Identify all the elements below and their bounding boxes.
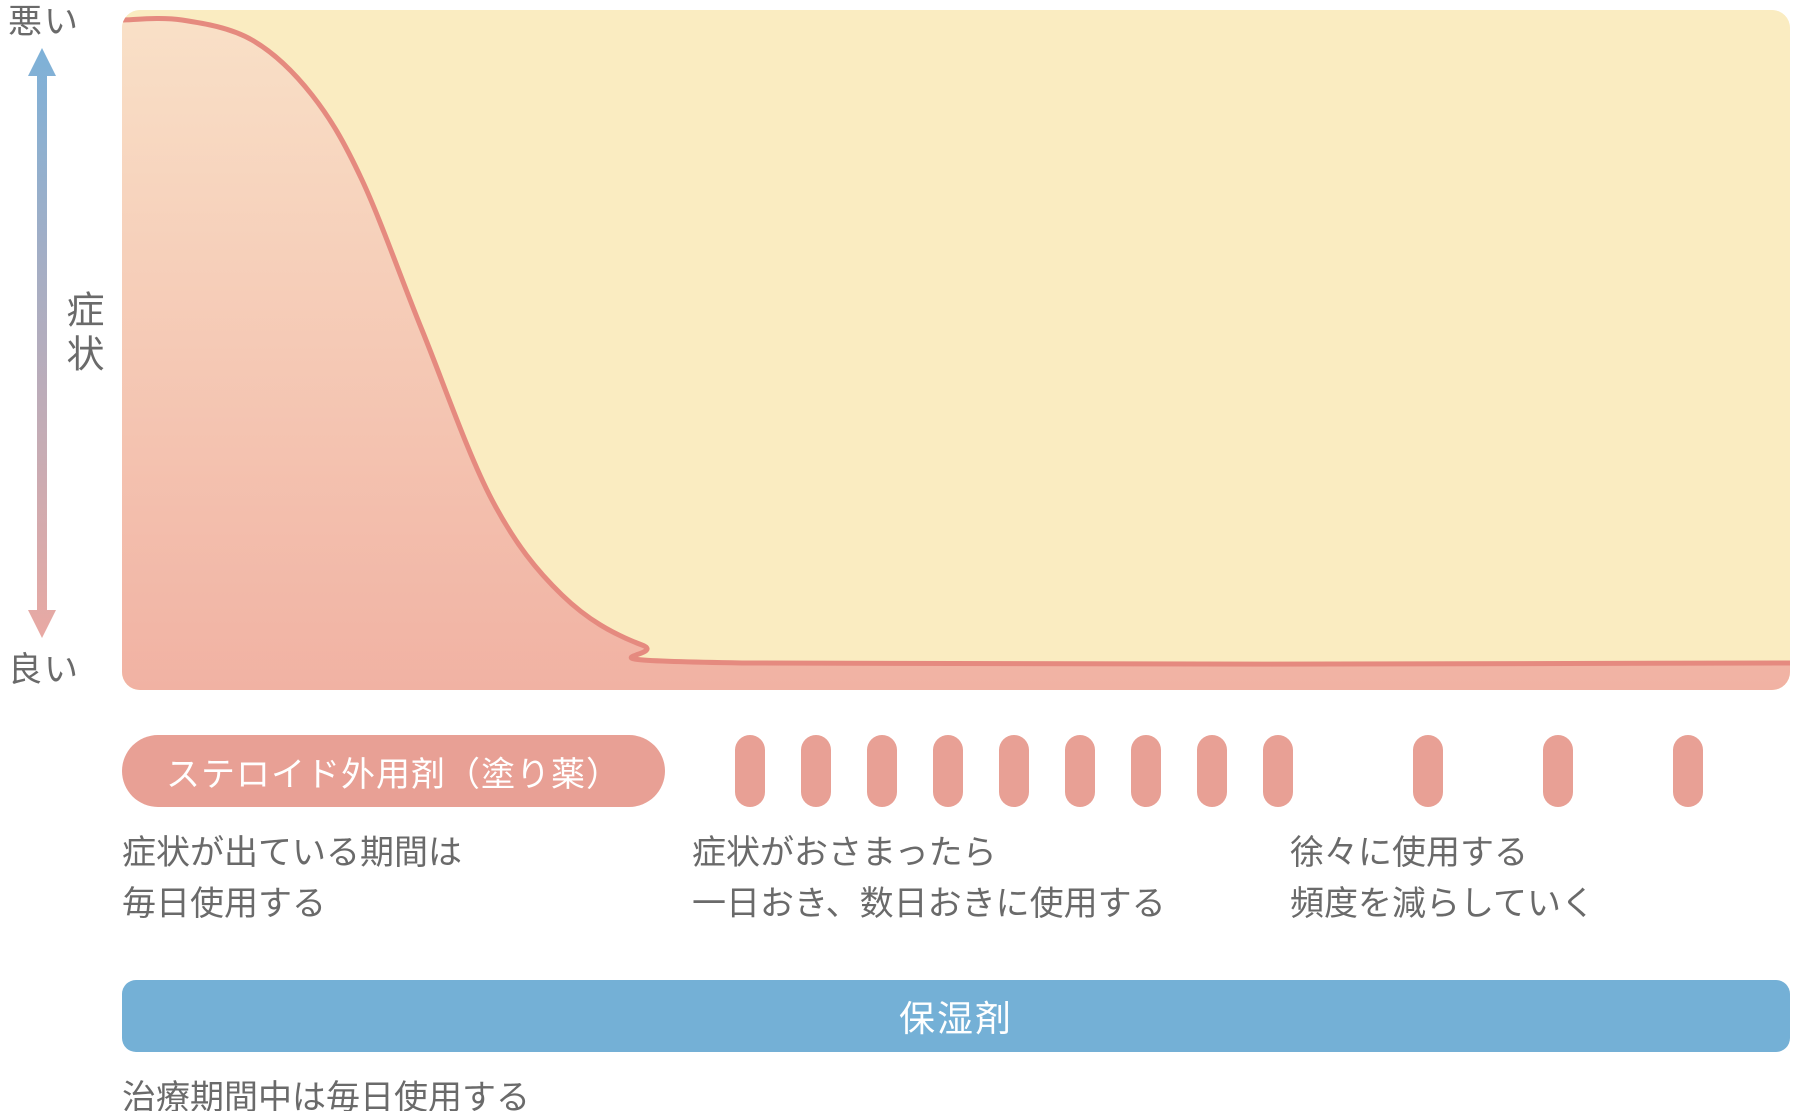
y-axis-arrow-icon bbox=[28, 48, 56, 638]
y-axis-label-bad: 悪い bbox=[8, 0, 80, 43]
symptom-chart-svg bbox=[122, 10, 1790, 690]
steroid-pill-label: ステロイド外用剤（塗り薬） bbox=[122, 735, 665, 807]
moisturizer-caption: 治療期間中は毎日使用する bbox=[122, 1070, 530, 1111]
y-axis-label-good: 良い bbox=[8, 642, 80, 691]
steroid-tick bbox=[735, 735, 765, 807]
steroid-tick bbox=[801, 735, 831, 807]
steroid-tick bbox=[1543, 735, 1573, 807]
steroid-caption: 症状が出ている期間は 毎日使用する bbox=[122, 828, 462, 930]
steroid-tick bbox=[1413, 735, 1443, 807]
steroid-caption: 症状がおさまったら 一日おき、数日おきに使用する bbox=[692, 828, 1166, 930]
moisturizer-bar: 保湿剤 bbox=[122, 980, 1790, 1052]
steroid-usage-row: ステロイド外用剤（塗り薬） bbox=[122, 735, 1790, 807]
steroid-tick bbox=[933, 735, 963, 807]
steroid-tick-group bbox=[1413, 735, 1800, 807]
steroid-tick-group bbox=[735, 735, 1293, 807]
symptom-chart bbox=[122, 10, 1790, 690]
y-axis: 悪い 良い 症状 bbox=[0, 0, 122, 690]
steroid-caption: 徐々に使用する 頻度を減らしていく bbox=[1290, 828, 1595, 930]
diagram-root: 悪い 良い 症状 ステロイド外用剤（塗り薬） 症状が出ている期間は 毎日使用する… bbox=[0, 0, 1800, 1111]
steroid-tick bbox=[867, 735, 897, 807]
y-axis-title: 症状 bbox=[54, 290, 109, 378]
steroid-tick bbox=[1263, 735, 1293, 807]
steroid-tick bbox=[999, 735, 1029, 807]
steroid-tick bbox=[1065, 735, 1095, 807]
steroid-tick bbox=[1673, 735, 1703, 807]
steroid-tick bbox=[1131, 735, 1161, 807]
steroid-tick bbox=[1197, 735, 1227, 807]
